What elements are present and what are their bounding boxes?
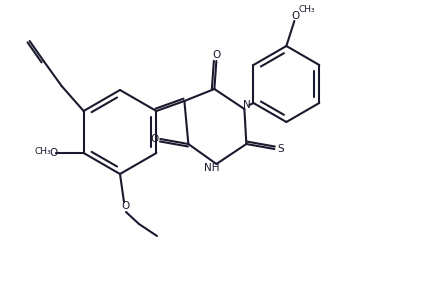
- Text: S: S: [277, 144, 284, 154]
- Text: O: O: [50, 148, 58, 158]
- Text: CH₃: CH₃: [34, 147, 51, 156]
- Text: O: O: [122, 201, 130, 211]
- Text: NH: NH: [204, 163, 219, 173]
- Text: CH₃: CH₃: [298, 5, 315, 14]
- Text: N: N: [244, 100, 251, 110]
- Text: O: O: [212, 50, 220, 60]
- Text: O: O: [291, 11, 300, 21]
- Text: O: O: [150, 134, 158, 144]
